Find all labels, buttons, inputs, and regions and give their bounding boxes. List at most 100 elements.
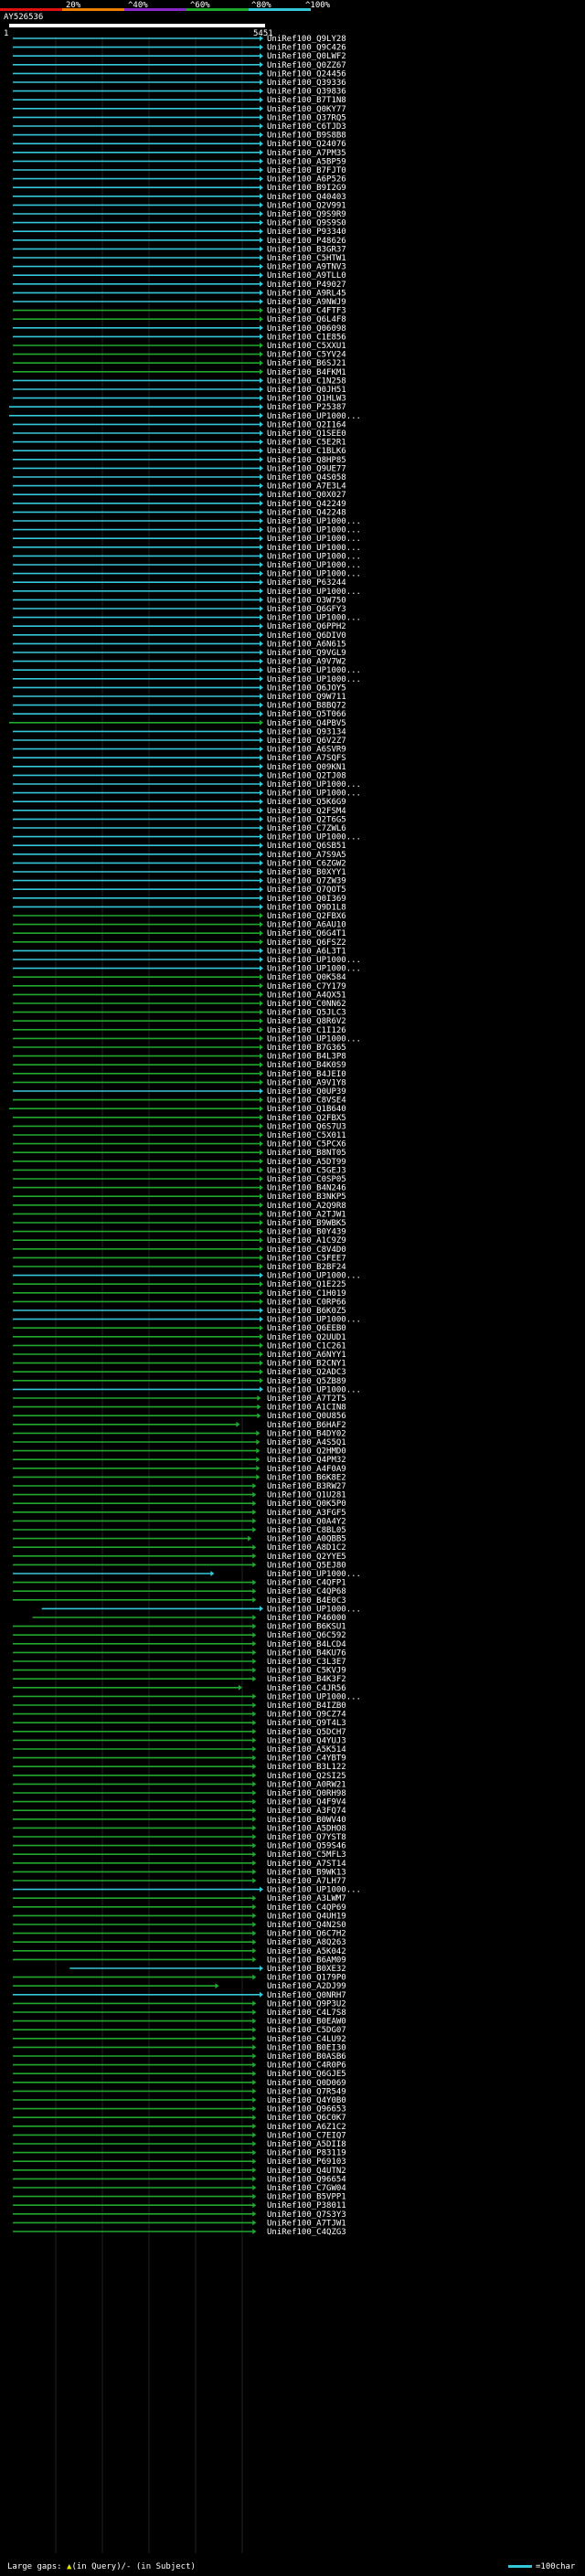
hit-label[interactable]: UniRef100_Q6C592 (267, 1631, 346, 1640)
hit-row[interactable]: UniRef100_Q9D1L8 (13, 903, 346, 912)
hit-label[interactable]: UniRef100_Q0KY77 (267, 105, 346, 114)
hit-row[interactable]: UniRef100_B3L122 (13, 1763, 346, 1772)
hit-label[interactable]: UniRef100_C1C261 (267, 1341, 346, 1351)
hit-row[interactable]: UniRef100_Q0UP39 (13, 1087, 346, 1097)
hit-label[interactable]: UniRef100_UP1000... (267, 1316, 361, 1325)
hit-label[interactable]: UniRef100_P83119 (267, 2149, 346, 2158)
hit-label[interactable]: UniRef100_A8D1C2 (267, 1543, 346, 1553)
hit-row[interactable]: UniRef100_Q4YUJ3 (13, 1736, 346, 1745)
hit-label[interactable]: UniRef100_Q0A4Y2 (267, 1517, 346, 1526)
hit-label[interactable]: UniRef100_Q0RH98 (267, 1789, 346, 1798)
hit-label[interactable]: UniRef100_UP1000... (267, 588, 361, 597)
hit-label[interactable]: UniRef100_C7Y179 (267, 982, 346, 991)
hit-row[interactable]: UniRef100_UP1000... (9, 412, 361, 421)
hit-row[interactable]: UniRef100_B4FKM1 (13, 368, 346, 377)
hit-row[interactable]: UniRef100_A3LWM7 (13, 1894, 346, 1903)
hit-row[interactable]: UniRef100_C8V4D0 (13, 1246, 346, 1255)
hit-label[interactable]: UniRef100_C7ZWL6 (267, 824, 346, 833)
hit-row[interactable]: UniRef100_Q4N2S0 (13, 1921, 346, 1930)
hit-label[interactable]: UniRef100_P46000 (267, 1614, 346, 1623)
hit-label[interactable]: UniRef100_B0ASB6 (267, 2052, 346, 2062)
hit-label[interactable]: UniRef100_A7SQFS (267, 754, 346, 763)
hit-row[interactable]: UniRef100_C5MFL3 (13, 1850, 346, 1860)
hit-label[interactable]: UniRef100_Q0U856 (267, 1412, 346, 1421)
hit-label[interactable]: UniRef100_C5KVJ9 (267, 1667, 346, 1676)
hit-label[interactable]: UniRef100_UP1000... (267, 535, 361, 544)
hit-row[interactable]: UniRef100_UP1000... (13, 1692, 361, 1701)
hit-row[interactable]: UniRef100_UP1000... (13, 1886, 361, 1895)
hit-row[interactable]: UniRef100_Q0NRH7 (13, 1991, 346, 2000)
hit-row[interactable]: UniRef100_UP1000... (13, 833, 361, 843)
hit-label[interactable]: UniRef100_Q1E225 (267, 1280, 346, 1289)
hit-label[interactable]: UniRef100_Q9S9R9 (267, 210, 346, 219)
hit-label[interactable]: UniRef100_B4L3P8 (267, 1053, 346, 1062)
hit-row[interactable]: UniRef100_B7FJT0 (13, 166, 346, 175)
hit-row[interactable]: UniRef100_A4S5Q1 (13, 1438, 346, 1447)
hit-label[interactable]: UniRef100_Q0ZZ67 (267, 61, 346, 70)
hit-row[interactable]: UniRef100_UP1000... (13, 675, 361, 684)
hit-row[interactable]: UniRef100_Q24076 (13, 140, 346, 149)
hit-label[interactable]: UniRef100_UP1000... (267, 412, 361, 421)
hit-row[interactable]: UniRef100_A6SVR9 (13, 746, 346, 755)
hit-row[interactable]: UniRef100_Q2FSM4 (13, 807, 346, 816)
hit-label[interactable]: UniRef100_A0QBB5 (267, 1535, 346, 1544)
hit-label[interactable]: UniRef100_Q5K6G9 (267, 798, 346, 807)
hit-label[interactable]: UniRef100_Q24076 (267, 140, 346, 149)
hit-label[interactable]: UniRef100_B0WV40 (267, 1816, 346, 1825)
hit-row[interactable]: UniRef100_UP1000... (13, 561, 361, 570)
hit-row[interactable]: UniRef100_Q6G4T1 (13, 929, 346, 938)
hit-label[interactable]: UniRef100_C5DG07 (267, 2026, 346, 2035)
hit-label[interactable]: UniRef100_Q7YST8 (267, 1833, 346, 1842)
hit-label[interactable]: UniRef100_Q0LWF2 (267, 52, 346, 61)
hit-label[interactable]: UniRef100_Q93134 (267, 727, 346, 737)
hit-row[interactable]: UniRef100_Q39336 (13, 79, 346, 88)
hit-row[interactable]: UniRef100_C1E856 (13, 333, 346, 342)
hit-row[interactable]: UniRef100_C3L3E7 (13, 1658, 346, 1667)
hit-row[interactable]: UniRef100_Q6L4F8 (13, 315, 346, 324)
hit-row[interactable]: UniRef100_C4QZG3 (13, 2228, 346, 2237)
hit-label[interactable]: UniRef100_A9TLL0 (267, 271, 346, 281)
hit-row[interactable]: UniRef100_A3FGF5 (13, 1509, 346, 1518)
hit-row[interactable]: UniRef100_A7SQFS (13, 754, 346, 763)
hit-label[interactable]: UniRef100_Q6SB51 (267, 842, 346, 851)
hit-label[interactable]: UniRef100_C4LU92 (267, 2035, 346, 2044)
hit-label[interactable]: UniRef100_P25387 (267, 403, 346, 412)
hit-row[interactable]: UniRef100_UP1000... (13, 517, 361, 526)
hit-row[interactable]: UniRef100_A3FQ74 (13, 1807, 346, 1816)
hit-row[interactable]: UniRef100_Q9UE77 (13, 464, 346, 473)
hit-label[interactable]: UniRef100_UP1000... (267, 1034, 361, 1044)
hit-row[interactable]: UniRef100_C7GW04 (13, 2184, 346, 2193)
hit-label[interactable]: UniRef100_A3FGF5 (267, 1509, 346, 1518)
hit-label[interactable]: UniRef100_B7G365 (267, 1044, 346, 1053)
hit-row[interactable]: UniRef100_B6K0Z5 (13, 1307, 346, 1316)
hit-label[interactable]: UniRef100_B4LCD4 (267, 1640, 346, 1649)
hit-label[interactable]: UniRef100_Q9CZ74 (267, 1711, 346, 1720)
hit-row[interactable]: UniRef100_B4E0C3 (13, 1596, 346, 1606)
hit-label[interactable]: UniRef100_Q6G4T1 (267, 929, 346, 938)
hit-label[interactable]: UniRef100_B6K8E2 (267, 1473, 346, 1482)
hit-label[interactable]: UniRef100_C5XXU1 (267, 342, 346, 351)
hit-row[interactable]: UniRef100_C0RP66 (13, 1298, 346, 1307)
hit-row[interactable]: UniRef100_C0NN62 (13, 1000, 346, 1009)
hit-row[interactable]: UniRef100_C5XXU1 (13, 342, 346, 351)
hit-label[interactable]: UniRef100_Q4N2S0 (267, 1921, 346, 1930)
hit-label[interactable]: UniRef100_Q2I164 (267, 420, 346, 429)
hit-label[interactable]: UniRef100_C5HTW1 (267, 254, 346, 263)
hit-row[interactable]: UniRef100_Q4PM32 (13, 1456, 346, 1465)
hit-row[interactable]: UniRef100_Q09KN1 (13, 763, 346, 772)
hit-row[interactable]: UniRef100_C4JR56 (13, 1684, 346, 1693)
hit-row[interactable]: UniRef100_Q37RQ5 (13, 113, 346, 122)
hit-label[interactable]: UniRef100_UP1000... (267, 1886, 361, 1895)
hit-label[interactable]: UniRef100_Q2UUD1 (267, 1333, 346, 1342)
hit-label[interactable]: UniRef100_Q0JH51 (267, 386, 346, 395)
hit-label[interactable]: UniRef100_Q4S058 (267, 473, 346, 482)
hit-row[interactable]: UniRef100_Q6FSZ2 (13, 938, 346, 948)
hit-label[interactable]: UniRef100_B4KU76 (267, 1648, 346, 1658)
hit-row[interactable]: UniRef100_UP1000... (13, 526, 361, 535)
hit-label[interactable]: UniRef100_C8V4D0 (267, 1246, 346, 1255)
hit-label[interactable]: UniRef100_Q96654 (267, 2175, 346, 2184)
hit-label[interactable]: UniRef100_A9RL45 (267, 289, 346, 298)
hit-row[interactable]: UniRef100_A7T2T5 (13, 1394, 346, 1404)
hit-row[interactable]: UniRef100_B4LCD4 (13, 1640, 346, 1649)
hit-row[interactable]: UniRef100_Q0RH98 (13, 1789, 346, 1798)
